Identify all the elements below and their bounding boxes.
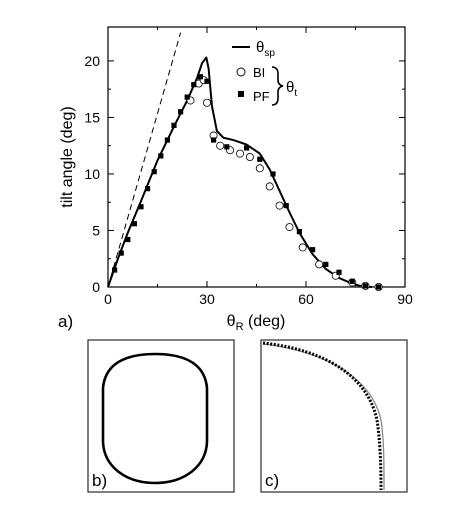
data-point-bi <box>298 243 307 252</box>
x-tick-label: 90 <box>397 291 413 307</box>
legend-group-label-theta-t: θt <box>286 79 297 99</box>
data-point-bi <box>235 149 244 158</box>
data-point-pf <box>323 261 329 267</box>
rounded-rectangle-curve <box>101 352 209 485</box>
data-point-pf <box>125 236 131 243</box>
data-point-pf <box>362 283 368 289</box>
data-point-pf <box>118 250 124 256</box>
data-point-pf <box>211 137 217 143</box>
reference-dashed-line <box>107 32 182 288</box>
panel-label-c: c) <box>265 471 279 490</box>
panel-c-frame <box>260 339 408 493</box>
data-point-bi <box>245 152 254 161</box>
x-tick-label: 60 <box>298 291 314 307</box>
legend-label-theta-sp: θsp <box>256 39 275 59</box>
y-tick-label: 10 <box>84 166 100 182</box>
y-tick-label: 20 <box>84 53 100 69</box>
panel-label-b: b) <box>92 471 107 490</box>
x-axis-label: θR (deg) <box>227 313 286 333</box>
data-point-bi <box>255 164 264 173</box>
data-point-pf <box>164 137 170 143</box>
axis-ticks <box>107 27 406 288</box>
data-point-pf <box>257 156 263 162</box>
data-point-pf <box>138 204 144 210</box>
data-point-pf <box>204 78 210 84</box>
data-point-pf <box>310 247 316 253</box>
data-point-pf <box>184 94 190 100</box>
legend-brace <box>271 66 284 106</box>
panel-a-plot: 0 30 60 90 0 5 10 15 20 θR (deg) tilt angle (deg… <box>58 26 413 333</box>
data-point-pf <box>336 269 342 275</box>
data-point-pf <box>197 74 203 80</box>
data-point-bi <box>275 201 284 210</box>
data-point-pf <box>224 144 230 150</box>
y-axis-label: tilt angle (deg) <box>59 106 76 207</box>
data-point-pf <box>244 145 250 151</box>
data-point-bi <box>216 141 225 150</box>
data-point-pf <box>151 169 157 175</box>
y-tick-label: 5 <box>92 222 100 238</box>
quarter-curve-grey <box>262 343 385 491</box>
panel-label-a: a) <box>58 312 73 331</box>
legend-circle-marker <box>236 67 246 77</box>
data-point-pf <box>171 122 177 128</box>
data-point-bi <box>265 182 274 191</box>
legend-label-pf: PF <box>253 89 270 104</box>
data-point-pf <box>283 203 289 209</box>
data-point-pf <box>158 153 164 159</box>
legend: θsp BI PF θt <box>232 39 297 106</box>
tick-labels: 0 30 60 90 0 5 10 15 20 <box>84 53 413 307</box>
panel-c: c) <box>260 339 408 493</box>
legend-label-bi: BI <box>253 65 265 80</box>
series-layer <box>107 32 383 291</box>
data-point-pf <box>112 267 118 273</box>
data-point-bi <box>315 260 324 269</box>
data-point-bi <box>202 98 211 107</box>
x-tick-label: 30 <box>199 291 215 307</box>
y-tick-label: 15 <box>84 109 100 125</box>
quarter-curve-dashed <box>262 341 383 491</box>
y-tick-label: 0 <box>92 279 100 295</box>
data-point-pf <box>349 278 355 284</box>
x-tick-label: 0 <box>104 291 112 307</box>
panel-b-frame <box>87 339 235 493</box>
legend-square-marker <box>238 91 244 97</box>
data-point-pf <box>145 186 151 192</box>
data-point-bi <box>285 223 294 232</box>
data-point-pf <box>178 109 184 115</box>
data-point-pf <box>376 284 382 290</box>
data-point-pf <box>131 221 137 227</box>
data-point-pf <box>270 171 276 177</box>
data-point-pf <box>191 82 197 88</box>
panel-b: b) <box>87 339 235 493</box>
data-point-pf <box>296 229 302 235</box>
